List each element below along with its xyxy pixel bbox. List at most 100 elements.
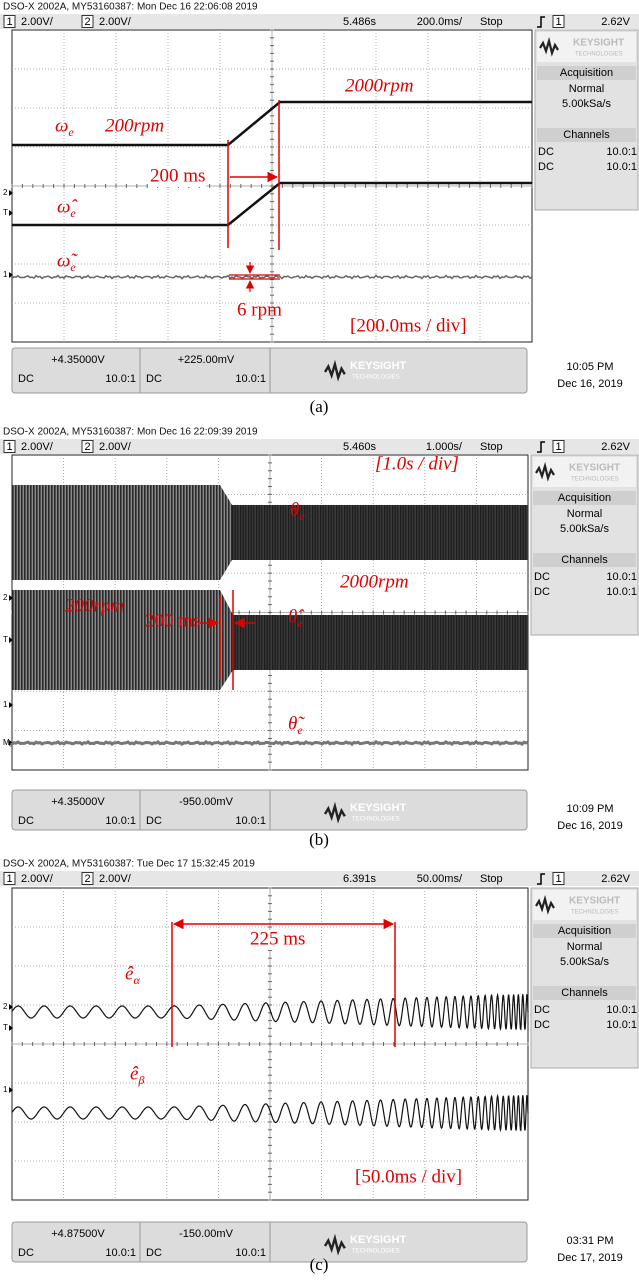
trigger-level: 2.62V xyxy=(601,16,630,28)
channel-number: 2 xyxy=(84,873,90,885)
ch2-probe: 10.0:1 xyxy=(235,1247,266,1259)
ch2-offset: -150.00mV xyxy=(179,1228,233,1240)
annotation: 225 ms xyxy=(250,928,305,949)
channel-probe: 10.0:1 xyxy=(606,146,637,158)
clock-time: 10:05 PM xyxy=(566,361,613,373)
ch1-coupling: DC xyxy=(18,373,34,385)
footer-brand-sub: TECHNOLOGIES xyxy=(352,375,400,381)
channel-probe: 10.0:1 xyxy=(606,161,637,173)
channels-title: Channels xyxy=(561,554,608,566)
annotation: 200rpm xyxy=(105,115,164,136)
trace-marker: M xyxy=(3,738,10,747)
trace-2-dense xyxy=(233,615,528,670)
sidebar-brand-sub: TECHNOLOGIES xyxy=(575,52,623,58)
trace-marker: T xyxy=(3,635,8,644)
channel-number: 1 xyxy=(555,873,561,885)
channel-number: 1 xyxy=(555,441,561,453)
ch2-probe: 10.0:1 xyxy=(235,373,266,385)
sidebar-brand: KEYSIGHT xyxy=(569,463,620,474)
ch1-offset: +4.35000V xyxy=(51,354,105,366)
ch2-scale: 2.00V/ xyxy=(99,16,132,28)
channel-number: 1 xyxy=(6,873,12,885)
annotation: 6 rpm xyxy=(237,299,282,320)
ch2-offset: +225.00mV xyxy=(178,354,235,366)
clock-date: Dec 17, 2019 xyxy=(557,1252,622,1264)
ch1-scale: 2.00V/ xyxy=(21,873,54,885)
trace-3 xyxy=(12,742,528,744)
time-scale: 200.0ms/ xyxy=(417,16,463,28)
channel-probe: 10.0:1 xyxy=(606,571,637,583)
panel: DSO-X 2002A, MY53160387: Mon Dec 16 22:0… xyxy=(0,427,639,849)
header: DSO-X 2002A, MY53160387: Tue Dec 17 15:3… xyxy=(3,859,255,870)
channels-title: Channels xyxy=(561,987,608,999)
channel-coupling: DC xyxy=(534,586,550,598)
ch2-coupling: DC xyxy=(146,373,162,385)
clock-time: 10:09 PM xyxy=(566,803,613,815)
header: DSO-X 2002A, MY53160387: Mon Dec 16 22:0… xyxy=(3,427,258,438)
trace-marker: 1 xyxy=(3,700,8,709)
clock-date: Dec 16, 2019 xyxy=(557,378,622,390)
annotation-subscript: e xyxy=(70,260,76,274)
time-position: 6.391s xyxy=(343,873,377,885)
annotation-subscript: e xyxy=(299,509,305,523)
footer-brand-sub: TECHNOLOGIES xyxy=(352,817,400,823)
time-scale: 1.000s/ xyxy=(426,441,463,453)
channel-coupling: DC xyxy=(538,161,554,173)
time-scale: 50.00ms/ xyxy=(417,873,463,885)
footer-brand: KEYSIGHT xyxy=(350,360,407,372)
channel-number: 2 xyxy=(84,16,90,28)
ch1-scale: 2.00V/ xyxy=(21,441,54,453)
acq-title: Acquisition xyxy=(558,492,611,504)
caption: (b) xyxy=(309,830,329,849)
figure: DSO-X 2002A, MY53160387: Mon Dec 16 22:0… xyxy=(0,0,639,1281)
trace-marker: 1 xyxy=(3,1085,8,1094)
channel-probe: 10.0:1 xyxy=(606,586,637,598)
trace-marker: 2 xyxy=(3,1002,8,1011)
acq-title: Acquisition xyxy=(560,67,613,79)
run-state: Stop xyxy=(480,873,503,885)
time-position: 5.460s xyxy=(343,441,377,453)
acq-rate: 5.00kSa/s xyxy=(560,956,609,968)
ch2-scale: 2.00V/ xyxy=(99,873,132,885)
acq-mode: Normal xyxy=(569,83,604,95)
ch2-scale: 2.00V/ xyxy=(99,441,132,453)
annotation: ω xyxy=(55,115,68,136)
annotation: θ xyxy=(290,499,299,520)
acq-rate: 5.00kSa/s xyxy=(560,523,609,535)
header: DSO-X 2002A, MY53160387: Mon Dec 16 22:0… xyxy=(3,2,258,13)
annotation-subscript: β xyxy=(137,1073,144,1087)
ch2-offset: -950.00mV xyxy=(179,796,233,808)
run-state: Stop xyxy=(480,16,503,28)
annotation-subscript: e xyxy=(68,125,74,139)
channel-number: 1 xyxy=(555,16,561,28)
sidebar-brand-sub: TECHNOLOGIES xyxy=(571,477,619,483)
trace-marker: 1 xyxy=(3,270,8,279)
annotation: 2000rpm xyxy=(345,75,414,96)
channel-probe: 10.0:1 xyxy=(606,1019,637,1031)
sidebar-brand-sub: TECHNOLOGIES xyxy=(571,910,619,916)
annotation-subscript: e xyxy=(70,206,76,220)
channels-title: Channels xyxy=(563,129,610,141)
time-position: 5.486s xyxy=(343,16,377,28)
trace-marker: T xyxy=(3,208,8,217)
channel-number: 1 xyxy=(6,441,12,453)
channel-probe: 10.0:1 xyxy=(606,1004,637,1016)
panel: DSO-X 2002A, MY53160387: Tue Dec 17 15:3… xyxy=(0,859,639,1274)
ch2-coupling: DC xyxy=(146,1247,162,1259)
ch1-offset: +4.87500V xyxy=(51,1228,105,1240)
ch1-coupling: DC xyxy=(18,815,34,827)
acq-mode: Normal xyxy=(567,941,602,953)
channel-number: 1 xyxy=(6,16,12,28)
trigger-level: 2.62V xyxy=(601,441,630,453)
trace-marker: 2 xyxy=(3,593,8,602)
ch1-probe: 10.0:1 xyxy=(105,815,136,827)
panel: DSO-X 2002A, MY53160387: Mon Dec 16 22:0… xyxy=(0,2,639,416)
annotation: 200rpm xyxy=(65,595,124,616)
annotation: [50.0ms / div] xyxy=(355,1166,462,1187)
acq-rate: 5.00kSa/s xyxy=(562,98,611,110)
ch1-coupling: DC xyxy=(18,1247,34,1259)
annotation: 2000rpm xyxy=(340,571,409,592)
annotation: 200 ms xyxy=(150,165,205,186)
ch1-offset: +4.35000V xyxy=(51,796,105,808)
ch1-probe: 10.0:1 xyxy=(105,1247,136,1259)
